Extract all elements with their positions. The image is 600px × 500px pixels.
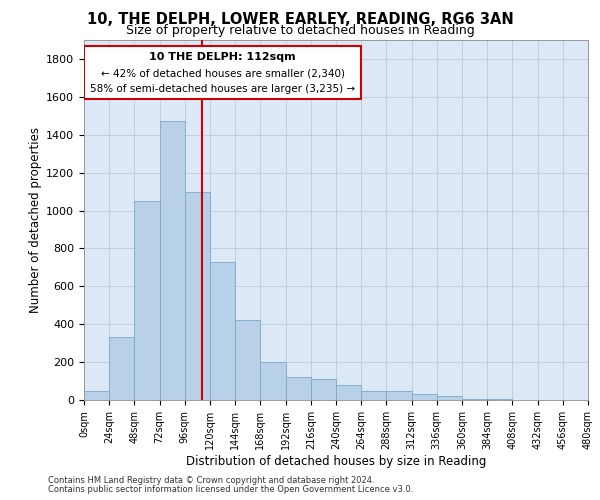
Bar xyxy=(210,262,235,400)
Bar xyxy=(84,390,109,400)
Bar xyxy=(286,378,311,400)
Y-axis label: Number of detached properties: Number of detached properties xyxy=(29,127,42,313)
Bar xyxy=(235,320,260,400)
Text: Size of property relative to detached houses in Reading: Size of property relative to detached ho… xyxy=(125,24,475,37)
Bar xyxy=(437,396,462,400)
Text: 10, THE DELPH, LOWER EARLEY, READING, RG6 3AN: 10, THE DELPH, LOWER EARLEY, READING, RG… xyxy=(86,12,514,28)
Bar xyxy=(260,362,286,400)
Bar xyxy=(109,338,134,400)
Bar xyxy=(412,394,437,400)
Bar xyxy=(160,122,185,400)
Bar xyxy=(487,399,512,400)
Bar xyxy=(462,399,487,400)
X-axis label: Distribution of detached houses by size in Reading: Distribution of detached houses by size … xyxy=(186,454,486,468)
Text: Contains public sector information licensed under the Open Government Licence v3: Contains public sector information licen… xyxy=(48,485,413,494)
Bar xyxy=(386,390,412,400)
Bar xyxy=(134,201,160,400)
Text: 58% of semi-detached houses are larger (3,235) →: 58% of semi-detached houses are larger (… xyxy=(90,84,355,94)
Text: Contains HM Land Registry data © Crown copyright and database right 2024.: Contains HM Land Registry data © Crown c… xyxy=(48,476,374,485)
Text: ← 42% of detached houses are smaller (2,340): ← 42% of detached houses are smaller (2,… xyxy=(101,68,344,78)
Text: 10 THE DELPH: 112sqm: 10 THE DELPH: 112sqm xyxy=(149,52,296,62)
Bar xyxy=(311,379,336,400)
Bar xyxy=(361,390,386,400)
Bar xyxy=(185,192,210,400)
FancyBboxPatch shape xyxy=(84,46,361,98)
Bar xyxy=(336,385,361,400)
